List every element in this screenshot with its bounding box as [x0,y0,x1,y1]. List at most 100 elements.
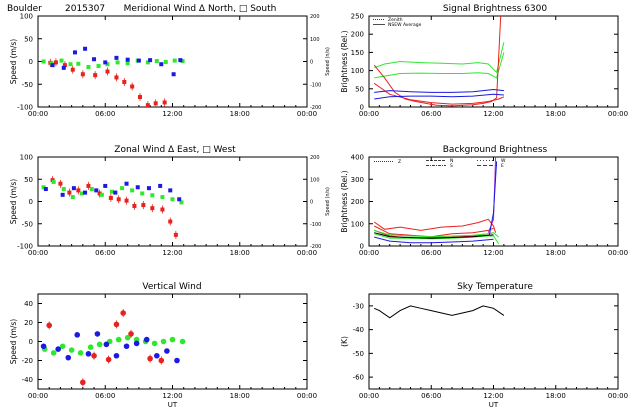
x-tick-label: 12:00 [162,392,182,400]
y-tick-label: 0 [29,58,33,66]
data-point-red [80,379,86,386]
x-tick-label: 18:00 [546,110,566,118]
data-point-red [80,72,85,77]
data-point-green [86,64,91,69]
panel-title: Meridional Wind Δ North, □ South [124,4,277,14]
data-point-blue [94,331,101,337]
panel-meridional-wind: Meridional Wind Δ North, □ South 00:00 06:… [9,4,331,118]
data-point-green [115,336,122,343]
y-right-tick-label: 200 [310,155,320,161]
data-point-blue [40,343,47,350]
y-tick-label: 0 [360,243,364,251]
data-point-red [105,356,112,363]
data-point-red [58,181,63,186]
x-tick-label: 00:00 [297,110,317,118]
y-tick-label: 0 [360,104,364,112]
y-right-tick-label: -200 [310,105,321,111]
data-point-red [168,219,173,224]
x-tick-label: 00:00 [297,392,317,400]
data-point-blue [177,197,182,202]
data-point-red [116,197,121,202]
y-tick-label: -30 [353,302,364,310]
plot-area [373,305,505,319]
x-tick-label: 12:00 [162,110,182,118]
data-point-red [145,103,150,107]
data-point-blue [103,183,108,188]
x-tick-label: 12:00 [162,249,182,257]
data-point-blue [164,348,170,354]
y-tick-label: 50 [24,35,33,43]
data-point-blue [154,352,160,359]
series-line-red [373,225,494,238]
series-line-green [374,42,505,74]
data-point-green [59,343,66,350]
data-point-green [160,338,167,345]
legend-label: Zenith [388,17,403,23]
series-line-blue [374,88,504,93]
data-point-red [147,355,153,362]
series-line-green [374,233,500,245]
data-point-red [97,191,102,196]
y-tick-label: -60 [353,374,364,382]
data-point-green [89,187,94,192]
y-tick-label: 40 [24,300,33,308]
data-point-green [68,62,73,67]
data-point-red [162,100,167,105]
x-tick-label: 00:00 [28,392,48,400]
x-tick-label: 00:00 [608,249,628,257]
y-tick-label: 250 [351,13,364,21]
data-point-red [153,101,158,106]
series-line-red [373,82,505,105]
plot-area [41,176,184,239]
data-point-green [120,186,125,191]
data-point-green [41,59,46,64]
data-point-green [68,347,75,353]
x-tick-label: 00:00 [359,249,379,257]
data-point-green [79,191,84,196]
x-tick-label: 06:00 [95,249,115,257]
data-point-green [41,185,46,190]
data-point-blue [148,58,153,63]
data-point-blue [65,354,72,361]
x-tick-label: 00:00 [608,392,628,400]
series-line-blue [374,93,504,100]
series-line-blue [488,161,498,235]
y-right-tick-label: -100 [310,222,321,228]
data-point-green [70,195,75,200]
x-tick-label: 06:00 [421,249,441,257]
date-code: 2015307 [65,4,105,14]
x-tick-label: 18:00 [230,110,250,118]
data-point-red [173,232,178,237]
data-point-red [91,352,97,359]
legend-label: W [501,158,506,164]
y-tick-label: 100 [20,13,33,21]
x-tick-label: 00:00 [359,392,379,400]
x-tick-label: 00:00 [28,249,48,257]
data-point-red [141,203,146,208]
data-point-blue [123,343,130,350]
data-point-blue [143,336,150,343]
data-point-green [170,197,175,202]
data-point-green [77,350,84,356]
y-right-axis-label: Speed (n/s) [325,187,331,216]
x-tick-label: 12:00 [483,249,503,257]
panel-vertical-wind: Vertical Wind 00:00 06:00 12:00 18:00 00:00 UT… [9,282,317,409]
data-point-green [172,58,177,63]
data-point-red [76,188,81,193]
y-tick-label: -100 [17,243,33,251]
data-point-green [169,336,176,343]
data-point-green [151,340,158,347]
y-axis-label: Speed (m/s) [9,39,18,85]
data-point-green [51,179,56,184]
y-axis-label: Brightness (Rel.) [340,170,349,232]
y-axis-label: Speed (m/s) [9,319,18,365]
plot-area [41,46,185,107]
data-point-blue [113,352,120,359]
y-right-tick-label: 200 [310,14,320,20]
data-point-blue [92,57,97,62]
y-tick-label: 100 [20,154,33,162]
y-tick-label: 100 [351,67,364,75]
panel-title: Background Brightness [443,145,548,155]
data-point-green [140,191,145,196]
data-point-green [109,189,114,194]
